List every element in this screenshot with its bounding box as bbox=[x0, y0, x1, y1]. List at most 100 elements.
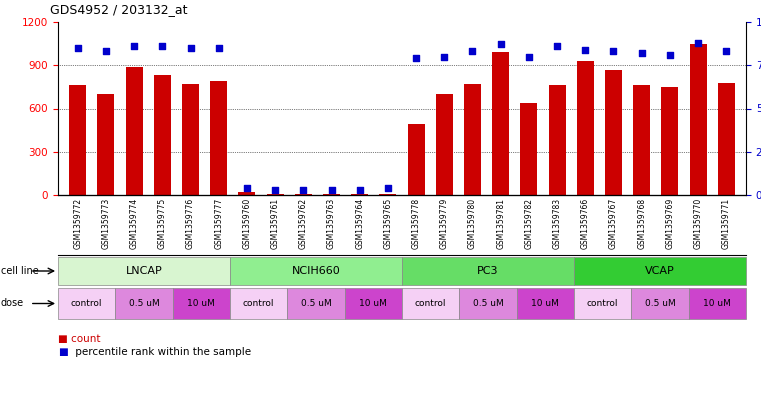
Text: GSM1359783: GSM1359783 bbox=[552, 198, 562, 249]
Point bbox=[495, 41, 507, 48]
Text: GSM1359766: GSM1359766 bbox=[581, 198, 590, 249]
Bar bbox=[408, 124, 425, 195]
Text: GSM1359772: GSM1359772 bbox=[73, 198, 82, 249]
Text: GSM1359777: GSM1359777 bbox=[214, 198, 223, 249]
Bar bbox=[58, 257, 230, 285]
Text: control: control bbox=[587, 299, 619, 308]
Text: GDS4952 / 203132_at: GDS4952 / 203132_at bbox=[50, 3, 188, 16]
Point bbox=[410, 55, 422, 61]
Bar bbox=[380, 194, 396, 195]
Bar bbox=[352, 194, 368, 195]
Text: GSM1359762: GSM1359762 bbox=[299, 198, 307, 249]
Bar bbox=[69, 85, 86, 195]
Text: GSM1359782: GSM1359782 bbox=[524, 198, 533, 249]
Bar bbox=[266, 194, 284, 195]
Point bbox=[72, 45, 84, 51]
Text: cell line: cell line bbox=[1, 266, 39, 276]
Bar bbox=[182, 84, 199, 195]
Bar bbox=[238, 192, 256, 195]
Text: control: control bbox=[243, 299, 275, 308]
Point bbox=[354, 187, 366, 193]
Text: 10 uM: 10 uM bbox=[703, 299, 731, 308]
Text: 0.5 uM: 0.5 uM bbox=[301, 299, 331, 308]
Text: GSM1359769: GSM1359769 bbox=[665, 198, 674, 249]
Bar bbox=[126, 67, 142, 195]
Point bbox=[551, 43, 563, 50]
Bar bbox=[549, 85, 565, 195]
Point bbox=[298, 187, 310, 193]
Point bbox=[240, 185, 253, 191]
Bar bbox=[661, 87, 678, 195]
Bar bbox=[210, 81, 228, 195]
Point bbox=[438, 53, 451, 60]
Bar bbox=[58, 288, 116, 320]
Text: dose: dose bbox=[1, 299, 24, 309]
Bar bbox=[577, 61, 594, 195]
Bar bbox=[97, 94, 114, 195]
Point bbox=[326, 187, 338, 193]
Bar bbox=[632, 288, 689, 320]
Bar bbox=[154, 75, 170, 195]
Text: GSM1359761: GSM1359761 bbox=[271, 198, 279, 249]
Text: 0.5 uM: 0.5 uM bbox=[129, 299, 159, 308]
Text: GSM1359775: GSM1359775 bbox=[158, 198, 167, 249]
Text: GSM1359760: GSM1359760 bbox=[243, 198, 251, 249]
Text: 10 uM: 10 uM bbox=[187, 299, 215, 308]
Point bbox=[184, 45, 196, 51]
Bar bbox=[323, 194, 340, 195]
Bar bbox=[689, 288, 746, 320]
Point bbox=[579, 46, 591, 53]
Text: GSM1359765: GSM1359765 bbox=[384, 198, 393, 249]
Point bbox=[269, 187, 282, 193]
Point bbox=[607, 48, 619, 55]
Bar bbox=[402, 288, 460, 320]
Bar bbox=[116, 288, 173, 320]
Text: GSM1359770: GSM1359770 bbox=[693, 198, 702, 249]
Bar bbox=[718, 83, 734, 195]
Text: control: control bbox=[71, 299, 103, 308]
Text: GSM1359763: GSM1359763 bbox=[327, 198, 336, 249]
Text: 10 uM: 10 uM bbox=[531, 299, 559, 308]
Bar bbox=[295, 194, 312, 195]
Text: control: control bbox=[415, 299, 447, 308]
Bar bbox=[230, 288, 288, 320]
Bar bbox=[288, 288, 345, 320]
Bar bbox=[402, 257, 574, 285]
Text: PC3: PC3 bbox=[477, 266, 498, 276]
Point bbox=[635, 50, 648, 56]
Text: GSM1359776: GSM1359776 bbox=[186, 198, 195, 249]
Point bbox=[100, 48, 112, 55]
Text: percentile rank within the sample: percentile rank within the sample bbox=[72, 347, 251, 357]
Bar bbox=[230, 257, 402, 285]
Text: 0.5 uM: 0.5 uM bbox=[473, 299, 503, 308]
Bar bbox=[605, 70, 622, 195]
Text: 0.5 uM: 0.5 uM bbox=[645, 299, 675, 308]
Point bbox=[664, 52, 676, 58]
Bar bbox=[460, 288, 517, 320]
Bar bbox=[436, 94, 453, 195]
Text: ■ count: ■ count bbox=[58, 334, 100, 344]
Point bbox=[128, 43, 140, 50]
Point bbox=[466, 48, 479, 55]
Text: GSM1359768: GSM1359768 bbox=[637, 198, 646, 249]
Bar bbox=[633, 85, 650, 195]
Point bbox=[382, 185, 394, 191]
Text: GSM1359778: GSM1359778 bbox=[412, 198, 421, 249]
Bar bbox=[345, 288, 402, 320]
Text: GSM1359781: GSM1359781 bbox=[496, 198, 505, 249]
Bar bbox=[574, 257, 746, 285]
Text: GSM1359771: GSM1359771 bbox=[721, 198, 731, 249]
Text: GSM1359764: GSM1359764 bbox=[355, 198, 365, 249]
Point bbox=[720, 48, 732, 55]
Bar bbox=[521, 103, 537, 195]
Bar bbox=[517, 288, 574, 320]
Text: GSM1359774: GSM1359774 bbox=[129, 198, 139, 249]
Bar bbox=[574, 288, 632, 320]
Text: GSM1359773: GSM1359773 bbox=[101, 198, 110, 249]
Bar bbox=[492, 52, 509, 195]
Bar bbox=[689, 44, 706, 195]
Point bbox=[212, 45, 224, 51]
Bar bbox=[173, 288, 230, 320]
Point bbox=[523, 53, 535, 60]
Text: VCAP: VCAP bbox=[645, 266, 675, 276]
